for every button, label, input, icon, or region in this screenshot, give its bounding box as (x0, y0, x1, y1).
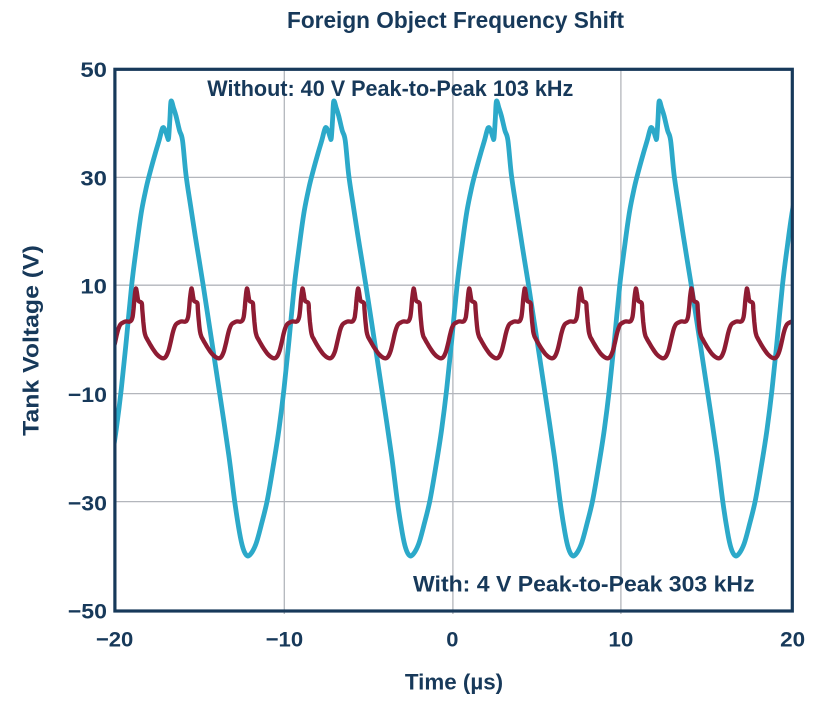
svg-text:50: 50 (80, 58, 107, 82)
svg-text:20: 20 (780, 628, 805, 652)
svg-text:−50: −50 (68, 600, 107, 624)
svg-text:0: 0 (446, 628, 458, 652)
svg-text:Foreign Object Frequency Shift: Foreign Object Frequency Shift (287, 7, 624, 33)
svg-text:10: 10 (608, 628, 633, 652)
svg-text:Time (µs): Time (µs) (405, 670, 503, 695)
svg-text:With: 4 V Peak-to-Peak 303 kHz: With: 4 V Peak-to-Peak 303 kHz (413, 571, 755, 596)
svg-text:−20: −20 (96, 628, 134, 652)
svg-text:−10: −10 (68, 383, 107, 407)
svg-text:−30: −30 (68, 491, 107, 515)
svg-text:10: 10 (80, 275, 107, 299)
svg-text:Without: 40 V Peak-to-Peak 103: Without: 40 V Peak-to-Peak 103 kHz (207, 76, 573, 101)
svg-text:30: 30 (80, 166, 107, 190)
svg-text:−10: −10 (266, 628, 304, 652)
svg-text:Tank Voltage (V): Tank Voltage (V) (19, 245, 44, 436)
